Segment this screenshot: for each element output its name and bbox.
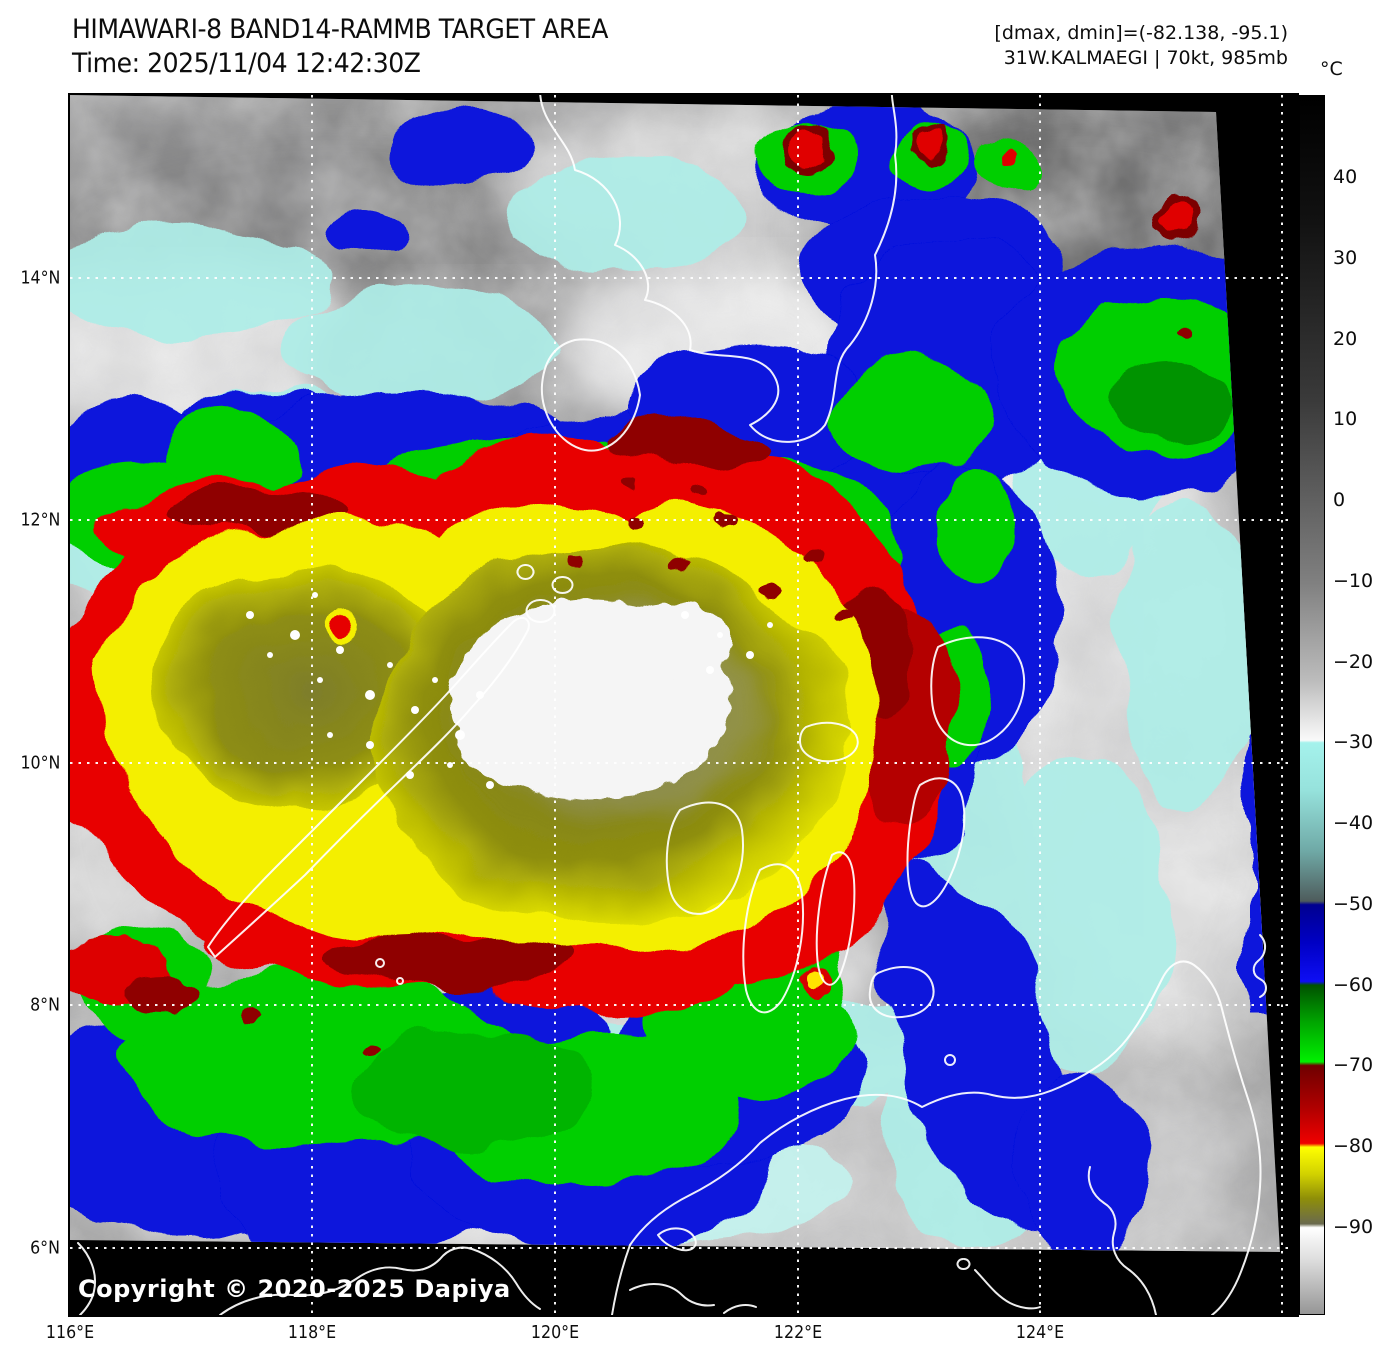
- coast-borneo: [219, 1246, 541, 1315]
- colorbar-tick-label: −10: [1333, 570, 1374, 592]
- coast-davao-gulf: [1087, 1166, 1157, 1315]
- embedded-red-cell: [327, 609, 363, 645]
- timestamp: Time: 2025/11/04 12:42:30Z: [72, 48, 421, 79]
- colorbar-tick-label: 0: [1333, 489, 1346, 511]
- colorbar-tick-label: −70: [1333, 1054, 1374, 1076]
- colorbar-tick-label: −40: [1333, 812, 1374, 834]
- satellite-image: [70, 95, 1297, 1315]
- coastlines: [77, 95, 1267, 1315]
- coast-cuyo: [375, 958, 385, 968]
- colorbar-tick-label: −60: [1333, 974, 1374, 996]
- lat-tick-label: 6°N: [30, 1237, 60, 1259]
- lat-tick-label: 8°N: [30, 994, 60, 1016]
- lon-tick-label: 122°E: [773, 1322, 823, 1343]
- lat-tick-label: 12°N: [20, 509, 60, 531]
- satellite-map-panel: Copyright © 2020-2025 Dapiya: [68, 93, 1299, 1317]
- colorbar-tick-label: −50: [1333, 893, 1374, 915]
- colorbar-tick-label: 20: [1333, 328, 1358, 350]
- colorbar-tick-label: 30: [1333, 247, 1358, 269]
- lat-tick-label: 10°N: [20, 752, 60, 774]
- coast-negros: [742, 863, 805, 1014]
- colorbar-tick-label: 10: [1333, 408, 1358, 430]
- colorbar-tick-label: 40: [1333, 166, 1358, 188]
- coast-panay: [665, 801, 744, 915]
- lon-tick-label: 120°E: [530, 1322, 580, 1343]
- lon-tick-label: 124°E: [1015, 1322, 1065, 1343]
- coast-east-squiggle: [1252, 934, 1267, 998]
- coast-mindoro: [540, 338, 641, 452]
- coast-zamboanga: [611, 1244, 631, 1315]
- coast-palawan: [207, 616, 530, 958]
- dmax-dmin-annotation: [dmax, dmin]=(-82.138, -95.1): [994, 22, 1288, 44]
- colorbar-tick-label: −20: [1333, 651, 1374, 673]
- copyright-watermark: Copyright © 2020-2025 Dapiya: [78, 1275, 511, 1303]
- coast-bohol: [868, 966, 935, 1019]
- colorbar-unit-label: °C: [1320, 58, 1343, 80]
- coldest-white-layer: [450, 600, 732, 800]
- coast-leyte: [906, 777, 966, 908]
- colorbar-tick-label: −30: [1333, 731, 1374, 753]
- coast-islets-south: [956, 1258, 1041, 1310]
- coast-cebu: [815, 851, 856, 986]
- coast-samar: [930, 636, 1026, 747]
- page-title: HIMAWARI-8 BAND14-RAMMB TARGET AREA: [72, 14, 608, 45]
- storm-info-annotation: 31W.KALMAEGI | 70kt, 985mb: [1003, 47, 1288, 69]
- temperature-colorbar: [1299, 95, 1325, 1315]
- coast-camiguin: [944, 1054, 956, 1066]
- coast-mindanao: [629, 960, 1262, 1315]
- lat-tick-label: 14°N: [20, 267, 60, 289]
- isolated-cells-layer: [70, 124, 1201, 1013]
- colorbar-tick-label: −80: [1333, 1135, 1374, 1157]
- coast-luzon: [539, 95, 898, 443]
- lon-tick-label: 116°E: [45, 1322, 95, 1343]
- coast-borneo-hook: [77, 1242, 96, 1315]
- colorbar-tick-label: −90: [1333, 1216, 1374, 1238]
- lon-tick-label: 118°E: [287, 1322, 337, 1343]
- coast-masbate: [799, 721, 859, 763]
